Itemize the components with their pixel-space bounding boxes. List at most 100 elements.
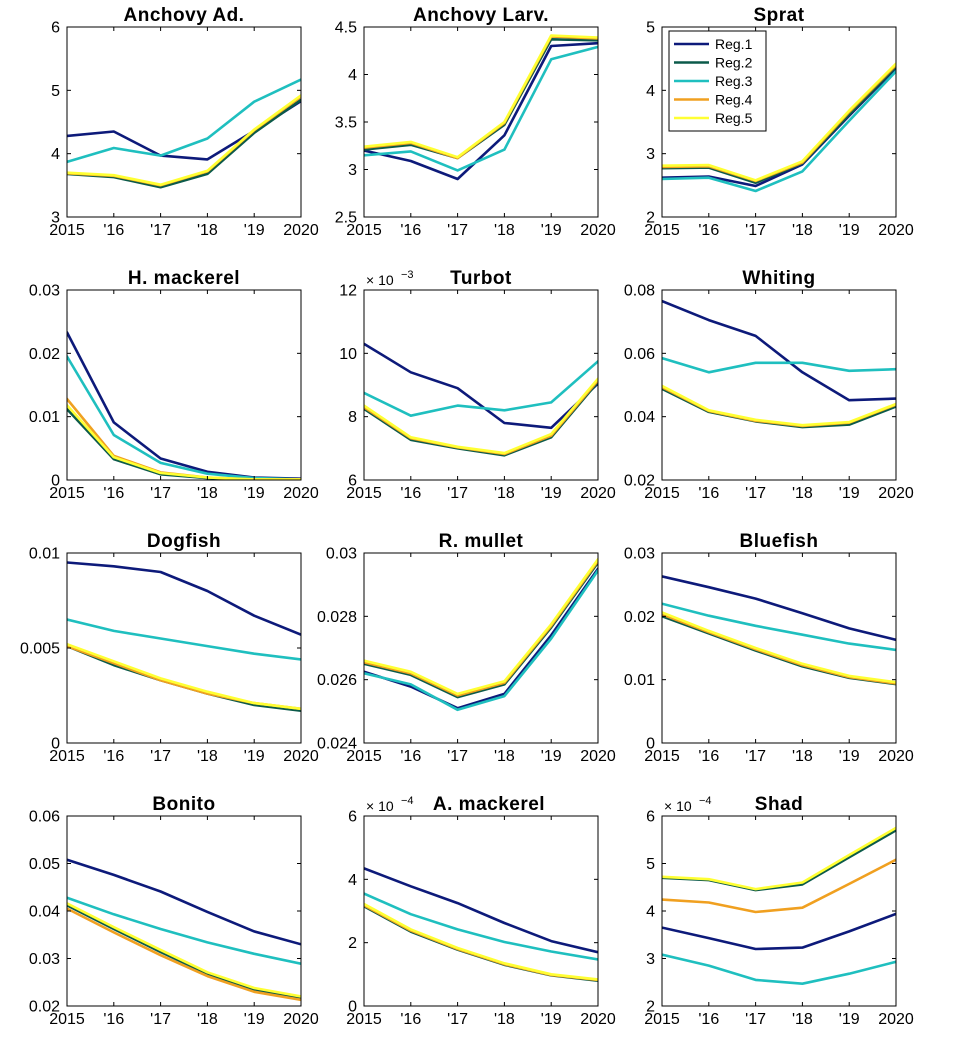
chart-dogfish-xtick-label: 2015 xyxy=(49,748,85,765)
chart-r-mullet-series-group xyxy=(364,557,598,712)
chart-shad-ytick-label: 5 xyxy=(646,856,655,873)
chart-bonito-xtick-label: '17 xyxy=(150,1011,171,1028)
chart-turbot: 2015 '16 '17 '18 '19 2020 6 8 10 12 × 10 −3 Turbot xyxy=(339,268,616,502)
chart-turbot-xtick-label: 2020 xyxy=(580,485,616,502)
chart-anchovy-ad-series-reg-4 xyxy=(67,95,301,187)
chart-turbot-series-reg-3 xyxy=(364,359,598,418)
chart-anchovy-ad-xtick-label: '16 xyxy=(103,222,124,239)
chart-a-mackerel-series-reg-1 xyxy=(364,866,598,954)
chart-dogfish: 2015 '16 '17 '18 '19 2020 0 0.005 0.01 Dogfish xyxy=(20,531,319,765)
chart-whiting-ytick-label: 0.04 xyxy=(624,409,655,426)
chart-whiting-xtick-label: '17 xyxy=(745,485,766,502)
chart-dogfish-xtick-label: '19 xyxy=(244,748,265,765)
chart-whiting-xtick-label: 2020 xyxy=(878,485,914,502)
chart-a-mackerel-series-group xyxy=(364,866,598,983)
chart-a-mackerel-xtick-label: 2015 xyxy=(346,1011,382,1028)
chart-a-mackerel-ytick-label: 6 xyxy=(348,809,357,826)
chart-shad-series-group xyxy=(662,826,896,986)
chart-bluefish-series-group xyxy=(662,575,896,686)
chart-h-mackerel-xtick-label: 2020 xyxy=(283,485,319,502)
chart-anchovy-larv-ytick-label: 2.5 xyxy=(335,210,357,227)
chart-bluefish-ytick-label: 0 xyxy=(646,736,655,753)
chart-h-mackerel-series-reg-1 xyxy=(67,331,301,480)
chart-r-mullet-axes-box xyxy=(363,552,599,744)
chart-a-mackerel-xtick-label: 2020 xyxy=(580,1011,616,1028)
chart-a-mackerel-ytick-label: 4 xyxy=(348,872,357,889)
chart-r-mullet-series-reg-2 xyxy=(364,561,598,699)
chart-shad-xtick-label: 2020 xyxy=(878,1011,914,1028)
chart-bonito-series-reg-1 xyxy=(67,858,301,946)
chart-bonito-ytick-label: 0.06 xyxy=(29,809,60,826)
chart-r-mullet-series-reg-1 xyxy=(364,567,598,710)
chart-sprat-xtick-label: '16 xyxy=(698,222,719,239)
chart-r-mullet-series-reg-3 xyxy=(364,569,598,712)
chart-shad-exponent-power: −4 xyxy=(699,795,712,807)
chart-anchovy-ad-ytick-label: 6 xyxy=(51,20,60,37)
chart-shad: 2015 '16 '17 '18 '19 2020 2 3 4 5 6 × 10 −4 Shad xyxy=(644,794,914,1028)
chart-h-mackerel-ytick-label: 0 xyxy=(51,473,60,490)
chart-h-mackerel-axes-box xyxy=(66,289,302,481)
chart-shad-series-reg-5 xyxy=(662,826,896,891)
chart-anchovy-larv-series-reg-5 xyxy=(364,34,598,159)
chart-a-mackerel-xtick-label: '18 xyxy=(494,1011,515,1028)
chart-anchovy-ad-series-reg-3 xyxy=(67,78,301,164)
chart-shad-xtick-label: '18 xyxy=(792,1011,813,1028)
chart-bluefish-title: Bluefish xyxy=(740,531,819,552)
chart-anchovy-ad-xtick-label: 2020 xyxy=(283,222,319,239)
chart-anchovy-ad: 2015 '16 '17 '18 '19 2020 3 4 5 6 Anchovy Ad. xyxy=(49,5,319,239)
chart-dogfish-xtick-label: '18 xyxy=(197,748,218,765)
chart-a-mackerel-series-reg-5 xyxy=(364,902,598,981)
chart-bluefish-ytick-label: 0.01 xyxy=(624,672,655,689)
legend: Reg.1 Reg.2 Reg.3 Reg.4 Reg.5 xyxy=(668,30,767,132)
chart-anchovy-ad-ytick-label: 4 xyxy=(51,146,60,163)
chart-whiting-ytick-label: 0.08 xyxy=(624,283,655,300)
chart-shad-xtick-label: '17 xyxy=(745,1011,766,1028)
chart-a-mackerel-xtick-label: '17 xyxy=(447,1011,468,1028)
chart-turbot-title: Turbot xyxy=(450,268,512,289)
chart-bluefish-xtick-label: 2020 xyxy=(878,748,914,765)
chart-whiting-ytick-label: 0.06 xyxy=(624,346,655,363)
chart-sprat-series-reg-3 xyxy=(662,70,896,193)
chart-a-mackerel-xtick-label: '16 xyxy=(400,1011,421,1028)
chart-turbot-xtick-label: '18 xyxy=(494,485,515,502)
chart-anchovy-larv-xtick-label: '16 xyxy=(400,222,421,239)
chart-bluefish-ytick-label: 0.03 xyxy=(624,546,655,563)
chart-r-mullet-xtick-label: '16 xyxy=(400,748,421,765)
chart-h-mackerel-series-reg-3 xyxy=(67,355,301,480)
chart-h-mackerel-ytick-label: 0.03 xyxy=(29,283,60,300)
chart-dogfish-ytick-label: 0.01 xyxy=(29,546,60,563)
chart-h-mackerel-xtick-label: '17 xyxy=(150,485,171,502)
chart-turbot-series-group xyxy=(364,342,598,457)
chart-anchovy-larv-series-group xyxy=(364,34,598,181)
chart-bonito-series-group xyxy=(67,858,301,1002)
chart-h-mackerel-xtick-label: '18 xyxy=(197,485,218,502)
chart-anchovy-ad-ytick-label: 3 xyxy=(51,210,60,227)
chart-sprat-series-group xyxy=(662,62,896,193)
chart-dogfish-series-group xyxy=(67,561,301,713)
chart-whiting-xtick-label: '18 xyxy=(792,485,813,502)
chart-sprat-title: Sprat xyxy=(753,5,804,26)
chart-whiting: 2015 '16 '17 '18 '19 2020 0.02 0.04 0.06 0.08 Whit… xyxy=(624,268,914,502)
chart-sprat-xtick-label: '19 xyxy=(839,222,860,239)
chart-turbot-xtick-label: '17 xyxy=(447,485,468,502)
chart-whiting-axes-box xyxy=(661,289,897,481)
chart-dogfish-xtick-label: 2020 xyxy=(283,748,319,765)
chart-bluefish-xtick-label: '18 xyxy=(792,748,813,765)
legend-label-reg-1: Reg.1 xyxy=(715,36,753,52)
chart-r-mullet-xtick-label: 2015 xyxy=(346,748,382,765)
chart-turbot-xtick-label: '19 xyxy=(541,485,562,502)
chart-sprat-series-reg-5 xyxy=(662,62,896,182)
chart-bonito-series-reg-5 xyxy=(67,902,301,998)
chart-bonito-xtick-label: '16 xyxy=(103,1011,124,1028)
chart-shad-ytick-label: 2 xyxy=(646,999,655,1016)
chart-anchovy-larv-xtick-label: 2020 xyxy=(580,222,616,239)
chart-anchovy-ad-series-reg-5 xyxy=(67,94,301,186)
chart-shad-xtick-label: '19 xyxy=(839,1011,860,1028)
chart-dogfish-ytick-label: 0.005 xyxy=(20,641,60,658)
chart-bluefish-xtick-label: '16 xyxy=(698,748,719,765)
legend-label-reg-3: Reg.3 xyxy=(715,73,753,89)
chart-anchovy-larv: 2015 '16 '17 '18 '19 2020 2.5 3 3.5 4 4.5 Anchovy L… xyxy=(335,5,616,239)
chart-bonito-ytick-label: 0.03 xyxy=(29,951,60,968)
chart-a-mackerel-exponent-label: × 10 xyxy=(366,798,394,814)
